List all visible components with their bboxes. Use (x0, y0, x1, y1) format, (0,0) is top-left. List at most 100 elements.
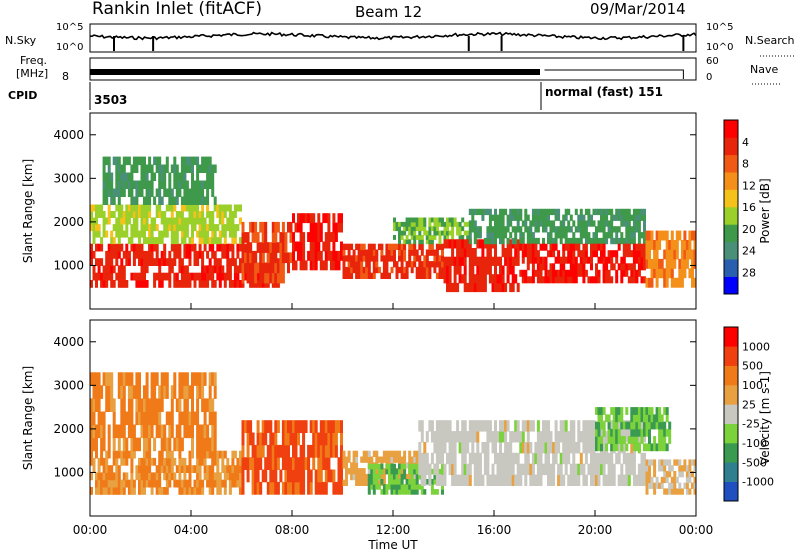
heatmap-cell (582, 442, 586, 454)
heatmap-cell (188, 424, 192, 439)
heatmap-cell (635, 276, 639, 284)
heatmap-cell (395, 272, 399, 279)
heatmap-cell (274, 457, 278, 470)
heatmap-cell (678, 459, 682, 466)
heatmap-cell (403, 243, 407, 250)
heatmap-cell (660, 421, 664, 430)
heatmap-cell (506, 274, 510, 284)
heatmap-cell (324, 232, 328, 242)
heatmap-cell (622, 421, 626, 430)
heatmap-cell (271, 221, 275, 233)
heatmap-cell (438, 442, 442, 454)
heatmap-cell (160, 250, 164, 259)
heatmap-cell (125, 258, 129, 266)
heatmap-cell (622, 214, 626, 221)
colorbar-segment (724, 462, 738, 482)
heatmap-cell (216, 457, 220, 466)
colorbar-segment (724, 423, 738, 444)
heatmap-cell (281, 252, 285, 264)
heatmap-cell (158, 450, 162, 459)
colorbar-tick-label: 4 (742, 136, 749, 149)
heatmap-cell (132, 479, 136, 488)
heatmap-cell (140, 411, 144, 426)
heatmap-cell (196, 250, 200, 259)
heatmap-cell (506, 442, 510, 454)
heatmap-cell (100, 272, 104, 281)
heatmap-cell (90, 211, 93, 218)
heatmap-cell (218, 237, 222, 245)
heatmap-cell (552, 463, 556, 476)
heatmap-cell (196, 479, 200, 488)
heatmap-cell (542, 237, 545, 245)
heatmap-cell (256, 242, 260, 253)
heatmap-cell (640, 463, 644, 476)
heatmap-cell (499, 232, 502, 239)
heatmap-cell (132, 272, 136, 281)
heatmap-cell (251, 444, 255, 458)
heatmap-cell (228, 479, 232, 488)
heatmap-cell (120, 265, 124, 274)
heatmap-cell (617, 407, 621, 415)
heatmap-cell (201, 196, 205, 205)
heatmap-cell (122, 250, 126, 259)
heatmap-cell (102, 224, 106, 232)
heatmap-cell (494, 208, 497, 216)
heatmap-cell (625, 208, 629, 216)
heatmap-cell (620, 214, 624, 221)
heatmap-cell (446, 256, 449, 266)
heatmap-cell (135, 164, 139, 173)
heatmap-cell (188, 237, 192, 245)
heatmap-cell (206, 196, 210, 205)
heatmap-cell (683, 459, 687, 466)
heatmap-cell (519, 431, 523, 443)
heatmap-cell (531, 420, 535, 432)
heatmap-cell (347, 456, 351, 463)
heatmap-cell (415, 479, 419, 485)
heatmap-cell (337, 250, 341, 261)
heatmap-cell (319, 432, 323, 446)
heatmap-cell (90, 457, 93, 466)
heatmap-cell (562, 256, 566, 264)
heatmap-cell (340, 250, 343, 261)
heatmap-cell (332, 481, 336, 495)
heatmap-cell (519, 442, 523, 454)
heatmap-cell (446, 265, 449, 275)
heatmap-cell (246, 272, 250, 284)
heatmap-cell (539, 243, 543, 251)
heatmap-cell (627, 220, 631, 227)
heatmap-cell (279, 469, 283, 483)
heatmap-cell (145, 472, 149, 481)
heatmap-cell (539, 208, 543, 216)
heatmap-cell (637, 256, 641, 264)
heatmap-cell (567, 269, 571, 277)
heatmap-cell (127, 411, 131, 426)
heatmap-cell (658, 482, 662, 489)
heatmap-cell (494, 237, 497, 245)
heatmap-cell (216, 265, 220, 274)
heatmap-cell (446, 235, 449, 240)
heatmap-cell (150, 180, 154, 189)
heatmap-cell (168, 437, 172, 452)
date-label: 09/Mar/2014 (590, 0, 686, 18)
heatmap-cell (688, 465, 692, 472)
heatmap-cell (625, 269, 629, 277)
heatmap-cell (547, 208, 550, 216)
heatmap-cell (476, 208, 480, 216)
heatmap-cell (377, 463, 381, 470)
heatmap-cell (446, 239, 449, 249)
heatmap-cell (256, 457, 260, 470)
heatmap-cell (198, 280, 202, 288)
heatmap-cell (158, 465, 162, 473)
heatmap-cell (102, 479, 106, 488)
heatmap-cell (562, 220, 566, 227)
heatmap-cell (688, 488, 692, 495)
heatmap-cell (163, 224, 167, 232)
heatmap-cell (226, 204, 230, 212)
heatmap-cell (97, 479, 101, 488)
heatmap-cell (463, 463, 467, 476)
heatmap-cell (539, 263, 543, 271)
heatmap-cell (483, 463, 487, 476)
heatmap-cell (153, 196, 157, 205)
heatmap-cell (132, 385, 136, 399)
heatmap-cell (340, 481, 343, 495)
